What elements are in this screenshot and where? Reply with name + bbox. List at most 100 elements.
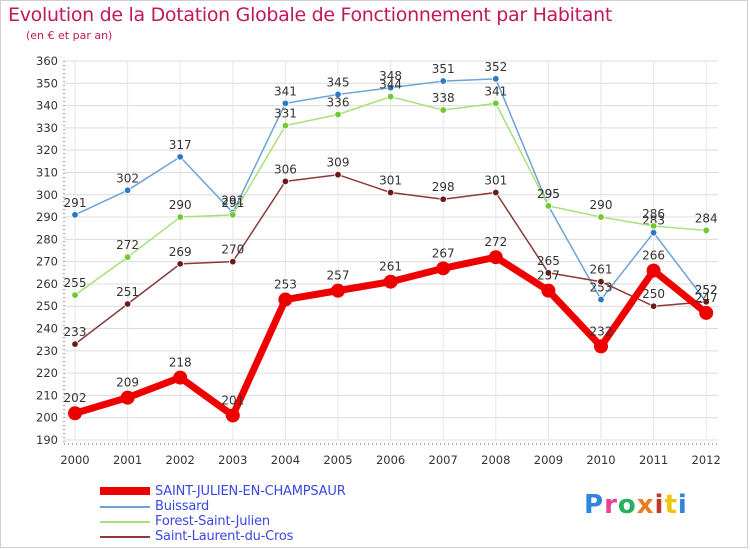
data-point-saint-julien-en-champsaur bbox=[594, 339, 608, 354]
x-tick-label: 2004 bbox=[271, 453, 300, 467]
data-label-saint-laurent-du-cros: 265 bbox=[537, 254, 560, 268]
data-point-saint-julien-en-champsaur bbox=[488, 250, 503, 265]
y-tick-label: 210 bbox=[36, 388, 58, 402]
data-label-forest-saint-julien: 272 bbox=[116, 238, 139, 252]
x-tick-label: 2006 bbox=[376, 453, 405, 467]
x-tick-label: 2011 bbox=[639, 453, 668, 467]
data-label-saint-julien-en-champsaur: 232 bbox=[590, 324, 613, 338]
data-point-saint-julien-en-champsaur bbox=[699, 305, 714, 320]
data-point-forest-saint-julien bbox=[334, 110, 342, 119]
legend-item: Buissard bbox=[100, 499, 430, 514]
data-label-forest-saint-julien: 344 bbox=[379, 78, 402, 92]
y-tick-label: 320 bbox=[36, 143, 58, 157]
data-point-saint-laurent-du-cros bbox=[492, 188, 500, 197]
data-label-forest-saint-julien: 336 bbox=[327, 96, 350, 110]
data-label-saint-julien-en-champsaur: 209 bbox=[116, 376, 139, 390]
x-tick-label: 2012 bbox=[692, 453, 721, 467]
data-point-forest-saint-julien bbox=[71, 291, 79, 299]
logo-letter: o bbox=[617, 490, 637, 520]
data-label-forest-saint-julien: 286 bbox=[642, 207, 665, 221]
data-point-forest-saint-julien bbox=[702, 226, 710, 235]
data-label-saint-laurent-du-cros: 233 bbox=[64, 325, 87, 339]
data-label-saint-laurent-du-cros: 301 bbox=[484, 174, 507, 188]
data-label-forest-saint-julien: 295 bbox=[537, 187, 560, 201]
data-label-saint-julien-en-champsaur: 261 bbox=[379, 260, 402, 274]
data-point-saint-julien-en-champsaur bbox=[436, 261, 451, 276]
proxiti-logo: Proxiti bbox=[584, 490, 688, 520]
data-point-forest-saint-julien bbox=[123, 253, 132, 261]
data-label-buissard: 252 bbox=[695, 283, 718, 297]
data-label-buissard: 283 bbox=[642, 214, 665, 228]
legend-label: Forest-Saint-Julien bbox=[155, 514, 270, 529]
logo-letter: t bbox=[664, 490, 678, 520]
data-point-forest-saint-julien bbox=[492, 99, 500, 108]
data-point-saint-laurent-du-cros bbox=[229, 257, 237, 266]
data-label-saint-julien-en-champsaur: 218 bbox=[169, 356, 192, 370]
data-point-saint-julien-en-champsaur bbox=[120, 390, 135, 405]
data-label-saint-laurent-du-cros: 251 bbox=[116, 285, 139, 299]
y-tick-label: 230 bbox=[36, 344, 58, 358]
y-tick-label: 260 bbox=[36, 277, 58, 291]
legend-label: Saint-Laurent-du-Cros bbox=[155, 529, 294, 544]
data-label-buissard: 302 bbox=[116, 171, 139, 185]
data-label-forest-saint-julien: 290 bbox=[590, 198, 613, 212]
y-tick-label: 190 bbox=[36, 433, 58, 447]
data-label-forest-saint-julien: 255 bbox=[64, 276, 87, 290]
data-point-buissard bbox=[439, 77, 447, 85]
x-tick-label: 2009 bbox=[534, 453, 563, 467]
data-label-buissard: 348 bbox=[379, 69, 402, 83]
data-point-buissard bbox=[334, 90, 342, 99]
data-label-saint-laurent-du-cros: 270 bbox=[221, 243, 244, 257]
y-tick-label: 310 bbox=[36, 165, 58, 179]
data-point-saint-julien-en-champsaur bbox=[383, 274, 398, 289]
data-point-buissard bbox=[71, 211, 79, 219]
data-point-saint-laurent-du-cros bbox=[702, 298, 710, 306]
y-tick-label: 280 bbox=[36, 232, 58, 246]
data-label-saint-julien-en-champsaur: 266 bbox=[642, 249, 665, 263]
data-point-saint-julien-en-champsaur bbox=[331, 283, 345, 298]
y-tick-label: 290 bbox=[36, 210, 58, 224]
data-point-saint-laurent-du-cros bbox=[544, 269, 553, 277]
data-label-saint-laurent-du-cros: 252 bbox=[695, 283, 718, 297]
data-label-saint-julien-en-champsaur: 267 bbox=[432, 246, 455, 260]
legend-label: SAINT-JULIEN-EN-CHAMPSAUR bbox=[155, 484, 346, 499]
y-tick-label: 340 bbox=[36, 99, 58, 113]
data-label-buissard: 291 bbox=[64, 196, 87, 210]
data-point-saint-julien-en-champsaur bbox=[278, 292, 293, 307]
data-label-saint-laurent-du-cros: 301 bbox=[379, 174, 402, 188]
data-label-forest-saint-julien: 338 bbox=[432, 91, 455, 105]
data-label-forest-saint-julien: 331 bbox=[274, 107, 297, 121]
x-tick-label: 2002 bbox=[166, 453, 195, 467]
chart-subtitle: (en € et par an) bbox=[26, 29, 113, 42]
legend-item: Saint-Laurent-du-Cros bbox=[100, 529, 430, 544]
data-point-buissard bbox=[386, 84, 395, 92]
data-point-forest-saint-julien bbox=[439, 106, 447, 114]
data-point-forest-saint-julien bbox=[176, 213, 184, 221]
x-tick-label: 2001 bbox=[113, 453, 142, 467]
data-point-saint-laurent-du-cros bbox=[597, 278, 605, 286]
y-tick-label: 330 bbox=[36, 121, 58, 135]
data-label-saint-laurent-du-cros: 261 bbox=[590, 263, 613, 277]
data-point-forest-saint-julien bbox=[229, 211, 237, 219]
y-tick-label: 350 bbox=[36, 76, 58, 90]
data-point-forest-saint-julien bbox=[281, 121, 290, 130]
data-label-buissard: 351 bbox=[432, 62, 455, 76]
legend-item: Forest-Saint-Julien bbox=[100, 514, 430, 529]
data-point-forest-saint-julien bbox=[386, 92, 395, 101]
data-point-saint-laurent-du-cros bbox=[649, 302, 658, 310]
legend-swatch bbox=[100, 506, 150, 508]
x-tick-label: 2008 bbox=[481, 453, 510, 467]
data-label-buissard: 352 bbox=[484, 60, 507, 74]
data-label-buissard: 345 bbox=[327, 75, 350, 89]
y-tick-label: 270 bbox=[36, 255, 58, 269]
y-tick-label: 240 bbox=[36, 322, 58, 336]
y-tick-label: 250 bbox=[36, 299, 58, 313]
data-label-buissard: 341 bbox=[274, 84, 297, 98]
x-tick-label: 2005 bbox=[323, 453, 352, 467]
line-chart: 190 200 210 220 230 240 250 260 270 280 290 300 310 3… bbox=[36, 54, 721, 467]
data-label-saint-laurent-du-cros: 298 bbox=[432, 180, 455, 194]
x-tick-label: 2007 bbox=[429, 453, 458, 467]
y-tick-label: 300 bbox=[36, 188, 58, 202]
data-label-saint-julien-en-champsaur: 201 bbox=[221, 393, 244, 407]
data-label-saint-julien-en-champsaur: 257 bbox=[327, 269, 350, 283]
